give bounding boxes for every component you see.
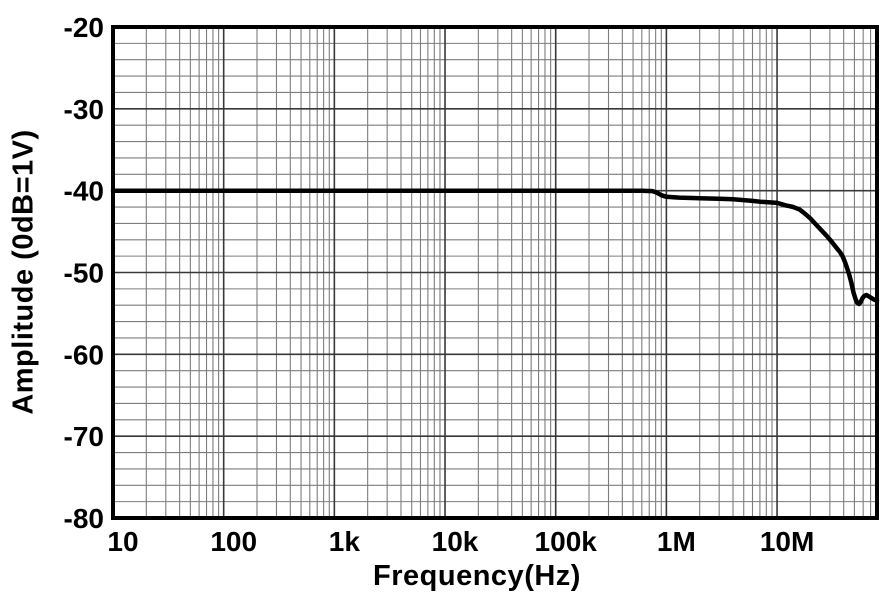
y-tick-label--40: -40 xyxy=(64,176,104,207)
x-tick-label-100k: 100k xyxy=(535,526,598,557)
x-tick-label-1k: 1k xyxy=(329,526,361,557)
y-axis-title: Amplitude (0dB=1V) xyxy=(7,129,40,415)
y-tick-label--80: -80 xyxy=(64,503,104,534)
x-tick-label-10k: 10k xyxy=(432,526,479,557)
y-tick-label--30: -30 xyxy=(64,94,104,125)
y-tick-label--50: -50 xyxy=(64,258,104,289)
response-curve-line xyxy=(110,188,880,307)
x-axis-title: Frequency(Hz) xyxy=(373,560,581,592)
x-tick-label-1M: 1M xyxy=(657,526,696,557)
x-tick-labels: 10 100 1k 10k 100k 1M 10M xyxy=(107,526,814,557)
grid-major-lines xyxy=(113,27,877,518)
x-tick-label-100: 100 xyxy=(210,526,257,557)
y-tick-label--20: -20 xyxy=(64,12,104,43)
y-tick-label--60: -60 xyxy=(64,339,104,370)
y-tick-labels: -20 -30 -40 -50 -60 -70 -80 xyxy=(64,12,104,534)
y-tick-label--70: -70 xyxy=(64,421,104,452)
response-curve xyxy=(110,188,880,307)
plot-border xyxy=(111,25,879,520)
x-tick-label-10M: 10M xyxy=(760,526,814,557)
x-tick-label-10: 10 xyxy=(107,526,138,557)
